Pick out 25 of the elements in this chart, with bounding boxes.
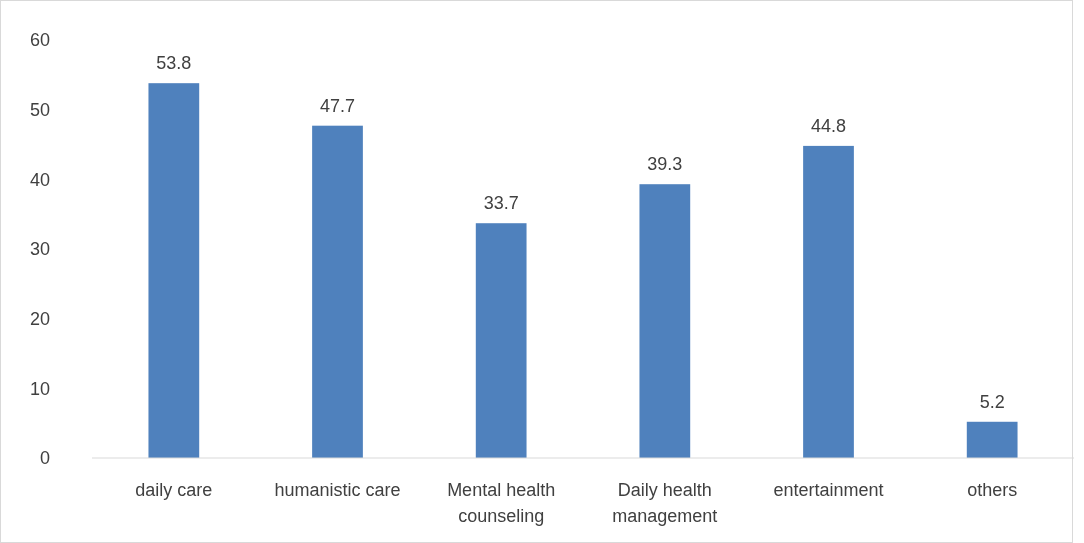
x-tick-label: Mental health counseling xyxy=(447,480,556,526)
x-tick-label: daily care xyxy=(135,480,213,500)
y-tick-label: 10 xyxy=(29,378,50,399)
data-label: 33.7 xyxy=(483,193,519,214)
x-tick-label: Daily health management xyxy=(612,480,718,526)
data-label: 44.8 xyxy=(810,115,847,136)
data-label: 47.7 xyxy=(319,95,356,116)
bar xyxy=(639,184,691,458)
y-tick-label: 60 xyxy=(29,30,50,51)
bar xyxy=(475,223,527,458)
x-tick-label: entertainment xyxy=(773,480,884,500)
y-tick-label: 30 xyxy=(29,239,50,260)
y-tick-label: 20 xyxy=(29,308,50,329)
bar xyxy=(148,83,200,458)
bar xyxy=(312,125,363,458)
data-label: 5.2 xyxy=(979,391,1005,412)
data-label: 53.8 xyxy=(156,53,192,74)
bar xyxy=(803,145,854,458)
y-tick-label: 0 xyxy=(39,448,50,469)
y-tick-label: 50 xyxy=(29,99,50,120)
x-tick-label: humanistic care xyxy=(274,480,401,500)
bar xyxy=(966,421,1018,458)
y-tick-label: 40 xyxy=(29,169,50,190)
x-tick-label: others xyxy=(967,480,1018,500)
data-label: 39.3 xyxy=(647,154,683,175)
